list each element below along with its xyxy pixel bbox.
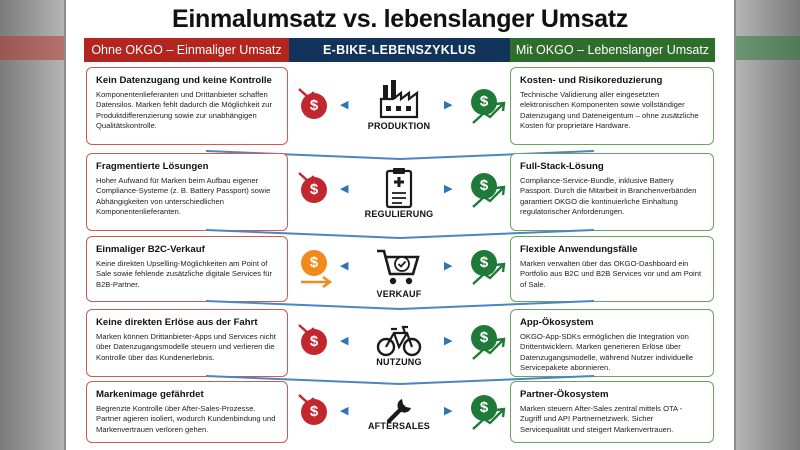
- row-regulierung: Fragmentierte Lösungen Hoher Aufwand für…: [66, 153, 734, 233]
- stage-label: REGULIERUNG: [364, 209, 434, 219]
- left-box: Einmaliger B2C-Verkauf Keine direkten Up…: [86, 236, 288, 302]
- right-text: OKGO-App-SDKs ermöglichen die Integratio…: [520, 332, 694, 372]
- right-title: Flexible Anwendungsfälle: [520, 244, 638, 255]
- right-text: Marken steuern After-Sales zentral mitte…: [520, 404, 683, 434]
- row-verkauf: Einmaliger B2C-Verkauf Keine direkten Up…: [66, 236, 734, 304]
- left-title: Einmaliger B2C-Verkauf: [96, 244, 205, 255]
- stage: $ ◀ PRODUKTION ▶ $: [288, 67, 510, 147]
- background-right: [736, 0, 800, 450]
- right-box: Flexible Anwendungsfälle Marken verwalte…: [510, 236, 714, 302]
- trend-down-icon: [298, 88, 327, 110]
- dollar-flat-icon: $: [301, 250, 327, 276]
- header-lifecycle: E-BIKE-LEBENSZYKLUS: [289, 38, 510, 62]
- left-title: Markenimage gefährdet: [96, 389, 204, 400]
- row-aftersales: Markenimage gefährdet Begrenzte Kontroll…: [66, 381, 734, 445]
- trend-up-icon: [472, 185, 506, 208]
- chevron-divider: [206, 229, 594, 239]
- row-nutzung: Keine direkten Erlöse aus der Fahrt Mark…: [66, 309, 734, 379]
- left-text: Hoher Aufwand für Marken beim Aufbau eig…: [96, 176, 271, 216]
- stage-label: NUTZUNG: [376, 357, 422, 367]
- arrow-left-icon: ◀: [340, 335, 349, 347]
- right-title: Partner-Ökosystem: [520, 389, 609, 400]
- right-title: Full-Stack-Lösung: [520, 161, 604, 172]
- right-text: Compliance-Service-Bundle, inklusive Bat…: [520, 176, 697, 216]
- dollar-up-icon: $: [471, 395, 497, 421]
- arrow-right-icon: ▶: [444, 335, 453, 347]
- left-box: Markenimage gefährdet Begrenzte Kontroll…: [86, 381, 288, 443]
- infographic-title: Einmalumsatz vs. lebenslanger Umsatz: [171, 5, 629, 33]
- clipboard-icon: [385, 168, 413, 209]
- dollar-up-icon: $: [471, 173, 497, 199]
- left-title: Fragmentierte Lösungen: [96, 161, 209, 172]
- right-box: Partner-Ökosystem Marken steuern After-S…: [510, 381, 714, 443]
- right-text: Marken verwalten über das OKGO-Dashboard…: [520, 259, 702, 289]
- right-box: Kosten- und Risikoreduzierung Technische…: [510, 67, 714, 145]
- right-title: Kosten- und Risikoreduzierung: [520, 75, 663, 86]
- left-title: Kein Datenzugang und keine Kontrolle: [96, 75, 272, 86]
- chevron-divider: [206, 375, 594, 385]
- cart-icon: [377, 249, 420, 285]
- left-box: Kein Datenzugang und keine Kontrolle Kom…: [86, 67, 288, 145]
- left-text: Marken können Drittanbieter-Apps und Ser…: [96, 332, 276, 362]
- wrench-icon: [386, 399, 411, 424]
- stage: $ ◀ VERKAUF ▶ $: [288, 236, 510, 304]
- right-text: Technische Validierung aller eingesetzte…: [520, 90, 699, 130]
- stage-label: PRODUKTION: [367, 121, 431, 131]
- left-text: Begrenzte Kontrolle über After-Sales-Pro…: [96, 404, 276, 434]
- arrow-flat-icon: [301, 276, 333, 288]
- trend-up-icon: [472, 337, 506, 360]
- dollar-down-icon: $: [301, 399, 327, 425]
- trend-up-icon: [472, 262, 506, 285]
- stage: $ ◀ NUTZUNG ▶ $: [288, 309, 510, 379]
- dollar-up-icon: $: [471, 89, 497, 115]
- trend-up-icon: [472, 407, 506, 430]
- infographic: Einmalumsatz vs. lebenslanger Umsatz Ohn…: [66, 0, 734, 450]
- left-box: Keine direkten Erlöse aus der Fahrt Mark…: [86, 309, 288, 377]
- factory-icon: [379, 80, 419, 119]
- chevron-divider: [206, 300, 594, 310]
- arrow-left-icon: ◀: [340, 99, 349, 111]
- arrow-left-icon: ◀: [340, 405, 349, 417]
- arrow-left-icon: ◀: [340, 183, 349, 195]
- arrow-right-icon: ▶: [444, 405, 453, 417]
- arrow-right-icon: ▶: [444, 99, 453, 111]
- left-text: Komponentenlieferanten und Drittanbieter…: [96, 90, 273, 130]
- arrow-right-icon: ▶: [444, 260, 453, 272]
- right-box: App-Ökosystem OKGO-App-SDKs ermöglichen …: [510, 309, 714, 377]
- header-without-okgo: Ohne OKGO – Einmaliger Umsatz: [84, 38, 289, 62]
- right-title: App-Ökosystem: [520, 317, 594, 328]
- left-box: Fragmentierte Lösungen Hoher Aufwand für…: [86, 153, 288, 231]
- trend-down-icon: [298, 172, 327, 194]
- trend-down-icon: [298, 324, 327, 346]
- background-left: [0, 0, 64, 450]
- dollar-up-icon: $: [471, 325, 497, 351]
- header-with-okgo: Mit OKGO – Lebenslanger Umsatz: [510, 38, 715, 62]
- row-produktion: Kein Datenzugang und keine Kontrolle Kom…: [66, 67, 734, 147]
- arrow-left-icon: ◀: [340, 260, 349, 272]
- trend-down-icon: [298, 394, 327, 416]
- stage-label: VERKAUF: [376, 289, 422, 299]
- dollar-up-icon: $: [471, 250, 497, 276]
- trend-up-icon: [472, 101, 506, 124]
- stage-label: AFTERSALES: [367, 421, 430, 431]
- stage: $ ◀ REGULIERUNG ▶ $: [288, 153, 510, 233]
- arrow-right-icon: ▶: [444, 183, 453, 195]
- left-text: Keine direkten Upselling-Möglichkeiten a…: [96, 259, 273, 289]
- right-box: Full-Stack-Lösung Compliance-Service-Bun…: [510, 153, 714, 231]
- left-title: Keine direkten Erlöse aus der Fahrt: [96, 317, 258, 328]
- stage: $ ◀ AFTERSALES ▶ $: [288, 381, 510, 445]
- bicycle-icon: [376, 325, 422, 357]
